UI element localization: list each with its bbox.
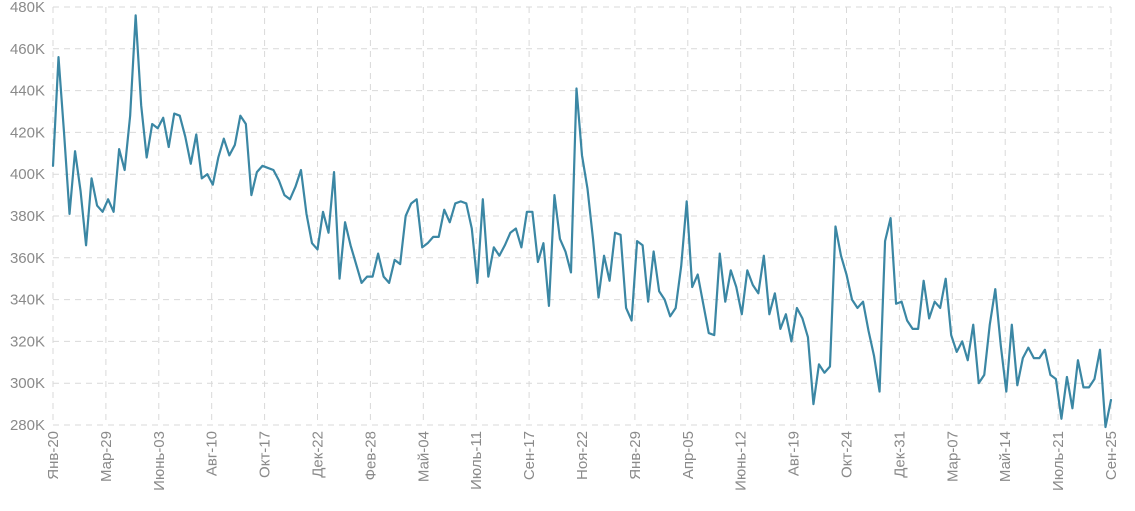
- x-tick-label: Авг-19: [786, 431, 803, 476]
- y-tick-label: 280K: [10, 417, 45, 434]
- x-tick-label: Фев-28: [362, 431, 379, 480]
- x-tick-label: Авг-10: [204, 431, 221, 476]
- x-tick-label: Июнь-12: [733, 431, 750, 491]
- y-tick-label: 340K: [10, 292, 45, 309]
- x-tick-label: Июнь-03: [151, 431, 168, 491]
- x-tick-label: Апр-05: [680, 431, 697, 479]
- x-tick-label: Янв-29: [627, 431, 644, 480]
- y-axis-ticks: 280K 300K 320K 340K 360K 380K 400K 420K 440K 460K…: [10, 0, 45, 434]
- y-tick-label: 300K: [10, 375, 45, 392]
- series-line: [51, 14, 1113, 429]
- x-tick-label: Окт-24: [839, 431, 856, 478]
- x-tick-label: Сен-17: [521, 431, 538, 480]
- y-tick-label: 480K: [10, 0, 45, 16]
- x-tick-label: Май-04: [415, 431, 432, 482]
- grid: [52, 6, 1112, 426]
- x-tick-label: Июль-21: [1050, 431, 1067, 491]
- series-layer: [51, 14, 1113, 429]
- y-tick-label: 400K: [10, 166, 45, 183]
- y-tick-label: 440K: [10, 83, 45, 100]
- x-tick-label: Янв-20: [45, 431, 62, 480]
- x-tick-label: Май-14: [997, 431, 1014, 482]
- x-tick-label: Мар-07: [944, 431, 961, 482]
- x-tick-label: Дек-22: [310, 431, 327, 478]
- y-tick-label: 380K: [10, 208, 45, 225]
- y-tick-label: 360K: [10, 250, 45, 267]
- x-tick-label: Дек-31: [891, 431, 908, 478]
- x-tick-label: Ноя-22: [574, 431, 591, 480]
- y-tick-label: 460K: [10, 41, 45, 58]
- x-tick-label: Окт-17: [257, 431, 274, 478]
- x-tick-label: Июль-11: [468, 431, 485, 490]
- x-tick-label: Мар-29: [98, 431, 115, 482]
- x-tick-label: Сен-25: [1103, 431, 1120, 480]
- y-tick-label: 320K: [10, 333, 45, 350]
- y-tick-label: 420K: [10, 124, 45, 141]
- x-axis-ticks: Янв-20 Мар-29 Июнь-03 Авг-10 Окт-17 Дек-22 Фев…: [45, 431, 1120, 491]
